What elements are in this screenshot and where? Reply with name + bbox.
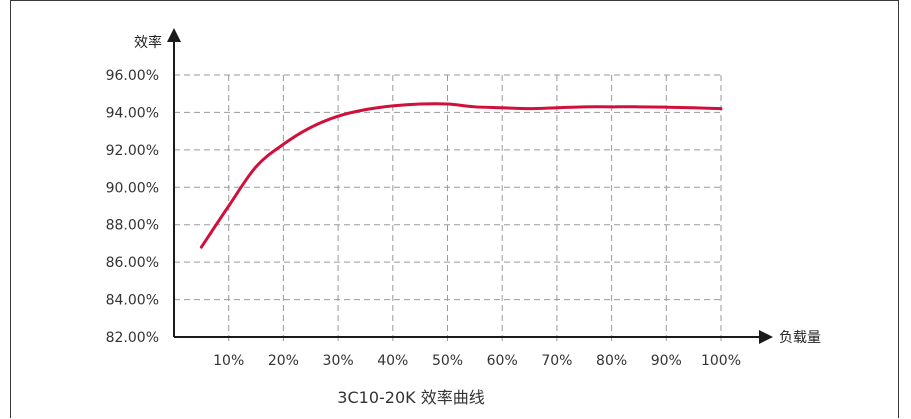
x-tick-label: 40% [377,353,408,369]
efficiency-series-line [199,102,723,249]
efficiency-chart: 82.00% 84.00% 86.00% 88.00% 90.00% 92.00% 94.0… [106,28,821,407]
y-tick-label: 82.00% [106,330,159,346]
x-tick-label: 20% [268,353,299,369]
x-tick-label: 90% [651,353,682,369]
y-tick-label: 86.00% [106,255,159,271]
chart-frame: 82.00% 84.00% 86.00% 88.00% 90.00% 92.00% 94.0… [10,0,899,418]
x-tick-label: 10% [213,353,244,369]
axes [167,28,773,344]
y-axis-label: 效率 [134,34,162,51]
x-tick-label: 30% [323,353,354,369]
x-tick-labels: 10% 20% 30% 40% 50% 60% 70% 80% 90% 100% [213,353,741,369]
x-tick-label: 70% [541,353,572,369]
x-axis-label: 负载量 [779,330,821,346]
x-tick-label: 80% [596,353,627,369]
y-tick-label: 94.00% [106,105,159,121]
x-tick-label: 50% [432,353,463,369]
x-tick-label: 60% [487,353,518,369]
grid [174,74,722,345]
y-tick-labels: 82.00% 84.00% 86.00% 88.00% 90.00% 92.00% 94.0… [106,68,159,346]
y-tick-label: 96.00% [106,68,159,84]
y-axis-arrow-icon [167,28,181,42]
y-tick-label: 90.00% [106,180,159,196]
x-axis-arrow-icon [759,330,773,344]
y-tick-label: 84.00% [106,293,159,309]
y-tick-label: 92.00% [106,143,159,159]
x-tick-label: 100% [701,353,741,369]
series-group [199,102,723,249]
chart-title: 3C10-20K 效率曲线 [337,388,484,407]
y-tick-label: 88.00% [106,218,159,234]
